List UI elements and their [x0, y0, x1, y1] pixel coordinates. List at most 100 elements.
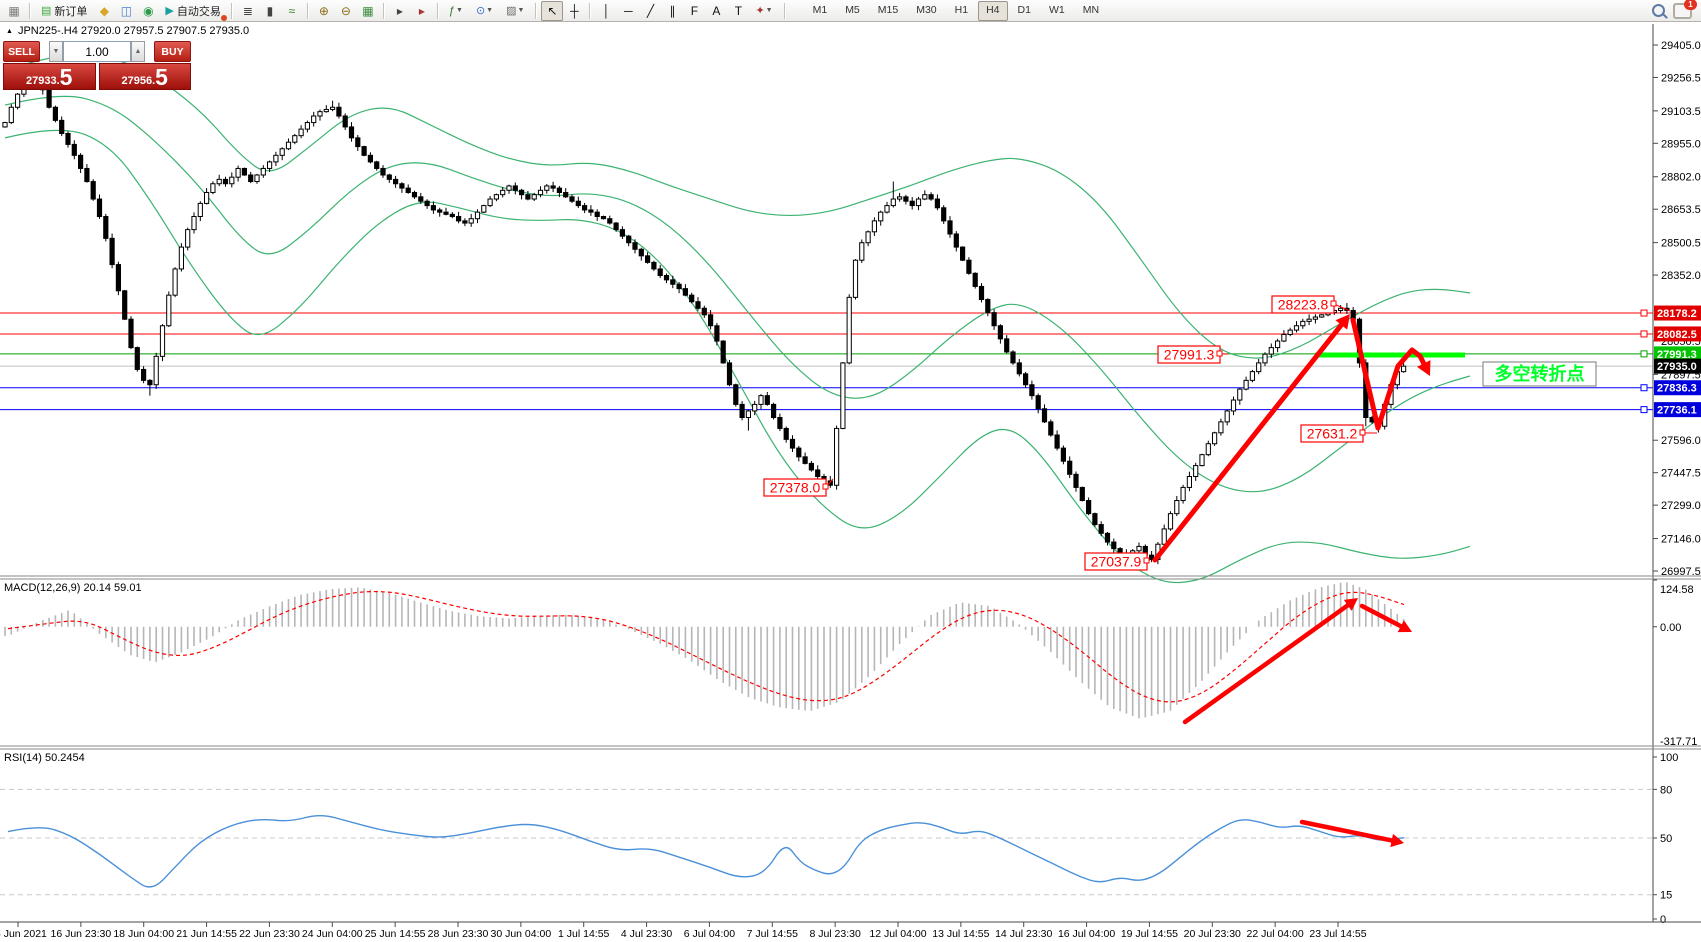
svg-text:27378.0: 27378.0	[770, 480, 821, 496]
axis-price-tag: 28178.2	[1654, 305, 1701, 321]
notifications-icon[interactable]: 1	[1673, 0, 1697, 19]
trendline-icon[interactable]: ╱	[639, 1, 661, 21]
zoom-out-icon[interactable]: ⊖	[335, 1, 357, 21]
collapse-icon[interactable]: ▲	[6, 27, 13, 35]
timeframe-w1[interactable]: W1	[1048, 3, 1065, 16]
bar-chart-mode-icon[interactable]: ≣	[237, 1, 259, 21]
svg-text:-317.71: -317.71	[1660, 736, 1697, 748]
main-chart-panel: 28223.8 27991.3 27631.2 27378.0 27037.9 多空转折点	[0, 53, 1653, 584]
search-icon[interactable]	[1652, 4, 1665, 17]
svg-text:28178.2: 28178.2	[1657, 308, 1697, 320]
svg-text:21 Jun 14:55: 21 Jun 14:55	[176, 928, 237, 940]
tile-windows-icon[interactable]: ▦	[357, 1, 379, 21]
timeframe-m5[interactable]: M5	[845, 3, 860, 16]
indicators-button[interactable]: ƒ ▼	[443, 1, 470, 21]
line-chart-mode-icon[interactable]: ≈	[281, 1, 303, 21]
auto-scroll-icon[interactable]: ▸	[389, 1, 411, 21]
svg-text:22 Jul 04:00: 22 Jul 04:00	[1247, 928, 1304, 940]
svg-text:124.58: 124.58	[1660, 584, 1694, 596]
fibonacci-icon[interactable]: F	[683, 1, 705, 21]
chart-window-icon[interactable]: ▦	[3, 1, 25, 21]
svg-text:27631.2: 27631.2	[1307, 426, 1358, 442]
buy-price-display[interactable]: 27956. 5	[98, 63, 191, 90]
svg-text:23 Jul 14:55: 23 Jul 14:55	[1309, 928, 1366, 940]
svg-text:27736.1: 27736.1	[1657, 405, 1697, 417]
signals-icon[interactable]: ◉	[137, 1, 159, 21]
signals-icon-glyph: ◉	[143, 3, 154, 18]
price-callout: 27378.0	[763, 478, 834, 497]
timeframe-m30[interactable]: M30	[916, 3, 937, 16]
timeframe-d1[interactable]: D1	[1017, 3, 1031, 16]
timeframe-group: M1 M5 M15 M30 H1 H4 D1 W1 MN	[804, 0, 1108, 21]
market-watch-icon[interactable]: ◫	[115, 1, 137, 21]
svg-text:4 Jul 23:30: 4 Jul 23:30	[621, 928, 673, 940]
svg-text:27836.3: 27836.3	[1657, 383, 1697, 395]
buy-button[interactable]: BUY	[154, 41, 191, 62]
svg-text:27299.0: 27299.0	[1661, 500, 1701, 512]
volume-decrease-button[interactable]: ▼	[49, 41, 63, 62]
trendline-icon-glyph: ╱	[646, 3, 655, 18]
chart-shift-icon[interactable]: ▸	[411, 1, 433, 21]
styles-bucket-icon[interactable]: ◆	[93, 1, 115, 21]
svg-text:15: 15	[1660, 890, 1672, 902]
timeframe-m1[interactable]: M1	[812, 3, 828, 16]
toolbar-separator	[29, 2, 31, 19]
volume-input[interactable]	[63, 41, 131, 62]
templates-button[interactable]: ▨ ▼	[500, 1, 531, 21]
svg-text:27146.0: 27146.0	[1661, 534, 1701, 546]
svg-text:28500.5: 28500.5	[1661, 238, 1701, 250]
svg-text:29103.5: 29103.5	[1661, 106, 1701, 118]
svg-text:28223.8: 28223.8	[1278, 297, 1329, 313]
timeframe-h1[interactable]: H1	[954, 3, 969, 16]
toolbar-separator	[230, 2, 233, 19]
svg-text:26997.5: 26997.5	[1661, 566, 1701, 578]
autotrading-button[interactable]: ▶ 自动交易	[159, 1, 227, 21]
sell-price-display[interactable]: 27933. 5	[3, 63, 96, 90]
symbol-header[interactable]: ▲ JPN225-.H4 27920.0 27957.5 27907.5 279…	[6, 25, 249, 37]
crosshair-icon[interactable]: ┼	[563, 1, 585, 21]
price-callout: 27037.9	[1084, 552, 1151, 571]
arrows-tool-button-dropdown-icon[interactable]: ▼	[765, 7, 773, 14]
candlestick-mode-icon[interactable]: ▮	[259, 1, 281, 21]
indicators-button-dropdown-icon[interactable]: ▼	[456, 7, 463, 14]
axis-price-tag: 27836.3	[1654, 380, 1701, 396]
svg-text:80: 80	[1660, 784, 1672, 796]
buy-price-main: 27956.	[121, 75, 156, 87]
line-chart-mode-icon-glyph: ≈	[288, 3, 296, 18]
sell-button[interactable]: SELL	[3, 41, 40, 62]
svg-text:28955.0: 28955.0	[1661, 138, 1701, 150]
timeframe-mn[interactable]: MN	[1082, 3, 1100, 16]
pivot-highlight-segment	[1315, 352, 1465, 358]
svg-text:27447.5: 27447.5	[1661, 468, 1701, 480]
timeframe-h4[interactable]: H4	[978, 0, 1008, 21]
axis-price-tag: 27935.0	[1654, 358, 1701, 374]
volume-increase-button[interactable]: ▲	[131, 41, 145, 62]
arrows-tool-button[interactable]: ✦ ▼	[749, 1, 779, 21]
templates-button-dropdown-icon[interactable]: ▼	[517, 7, 525, 14]
svg-text:28352.0: 28352.0	[1661, 270, 1701, 282]
zoom-out-icon-glyph: ⊖	[340, 3, 351, 18]
periods-button-dropdown-icon[interactable]: ▼	[486, 7, 494, 14]
periods-button[interactable]: ⊙ ▼	[470, 1, 500, 21]
equidistant-channel-icon[interactable]: ∥	[661, 1, 683, 21]
svg-text:28 Jun 23:30: 28 Jun 23:30	[428, 928, 489, 940]
note-annotation: 多空转折点	[1482, 361, 1597, 387]
text-icon[interactable]: A	[705, 1, 727, 21]
sell-price-big-digit: 5	[59, 64, 73, 90]
timeframe-m15[interactable]: M15	[877, 3, 899, 16]
text-label-icon[interactable]: T	[727, 1, 749, 21]
buy-price-big-digit: 5	[155, 64, 168, 90]
horizontal-line-icon[interactable]: ─	[617, 1, 639, 21]
candlestick-mode-icon-glyph: ▮	[266, 3, 274, 18]
zoom-in-icon[interactable]: ⊕	[313, 1, 335, 21]
vertical-line-icon[interactable]: │	[595, 1, 617, 21]
svg-text:27935.0: 27935.0	[1657, 361, 1697, 373]
new-order-button[interactable]: ▤ 新订单	[35, 1, 93, 21]
svg-text:29256.5: 29256.5	[1661, 72, 1701, 84]
templates-glyph: ▨	[506, 5, 517, 17]
svg-text:28082.5: 28082.5	[1657, 329, 1697, 341]
svg-text:100: 100	[1660, 752, 1678, 764]
bar-chart-mode-icon-glyph: ≣	[242, 3, 253, 18]
cursor-icon[interactable]: ↖	[541, 0, 564, 21]
